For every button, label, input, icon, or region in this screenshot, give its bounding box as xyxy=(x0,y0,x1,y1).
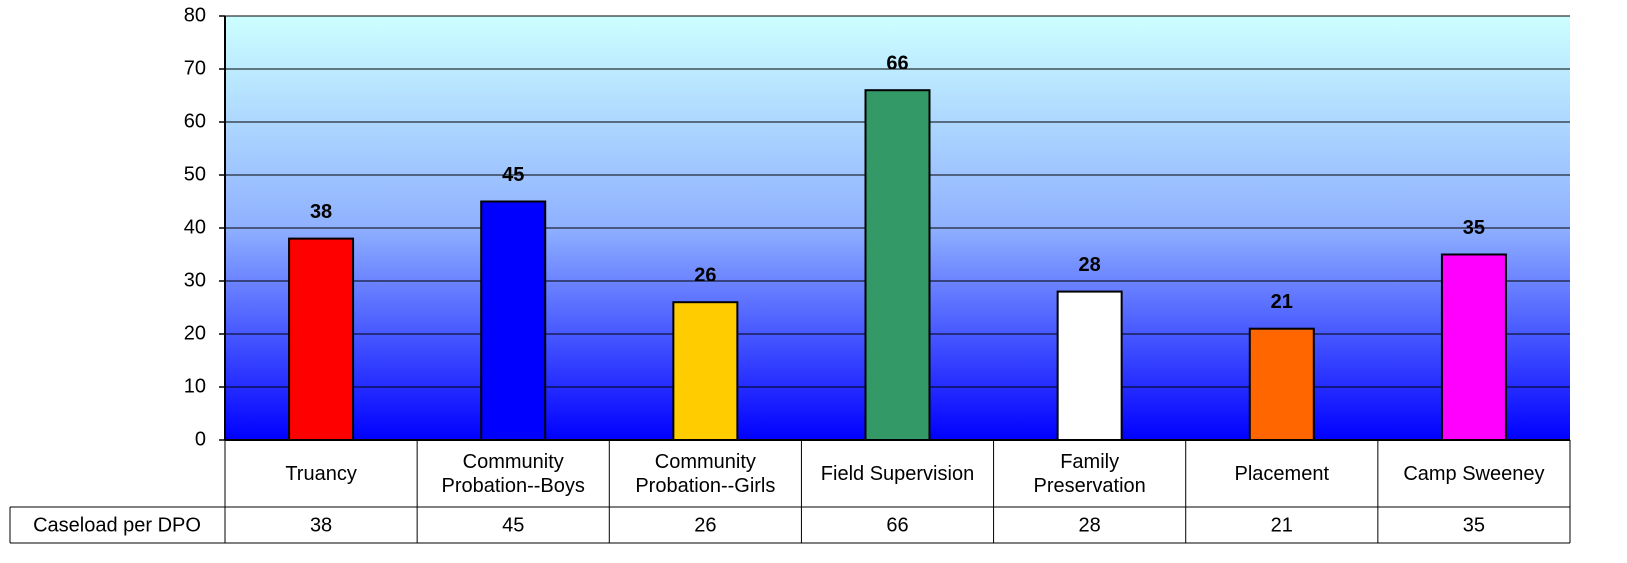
table-value: 66 xyxy=(886,514,908,536)
y-tick-label: 30 xyxy=(184,269,206,291)
bar xyxy=(1248,327,1315,442)
bar xyxy=(288,237,355,441)
y-tick-label: 60 xyxy=(184,110,206,132)
bar xyxy=(864,89,931,441)
x-tick-label: Truancy xyxy=(285,462,357,485)
y-tick-label: 20 xyxy=(184,322,206,344)
data-label: 28 xyxy=(1079,254,1101,276)
table-value: 45 xyxy=(502,514,524,536)
data-label: 45 xyxy=(502,164,524,186)
table-value: 28 xyxy=(1079,514,1101,536)
x-tick-label: Community Probation--Boys xyxy=(441,450,585,497)
table-value: 26 xyxy=(694,514,716,536)
x-tick-label: Community Probation--Girls xyxy=(635,450,776,497)
table-value: 35 xyxy=(1463,514,1485,536)
data-label: 38 xyxy=(310,201,332,223)
table-value: 21 xyxy=(1271,514,1293,536)
data-label: 26 xyxy=(694,264,716,286)
y-tick-label: 10 xyxy=(184,375,206,397)
x-tick-label: Camp Sweeney xyxy=(1403,462,1545,485)
bar xyxy=(1056,290,1123,441)
x-tick-label: Placement xyxy=(1234,462,1330,485)
x-tick-label: Family Preservation xyxy=(1033,450,1146,497)
bar xyxy=(672,301,739,442)
row-label: Caseload per DPO xyxy=(33,514,201,536)
bar xyxy=(1440,253,1507,441)
y-tick-label: 40 xyxy=(184,216,206,238)
y-tick-label: 50 xyxy=(184,163,206,185)
table-value: 38 xyxy=(310,514,332,536)
data-label: 66 xyxy=(886,52,908,74)
x-tick-label: Field Supervision xyxy=(820,462,975,485)
y-tick-label: 80 xyxy=(184,4,206,26)
data-label: 21 xyxy=(1271,291,1293,313)
data-label: 35 xyxy=(1463,217,1485,239)
y-tick-label: 70 xyxy=(184,57,206,79)
y-tick-label: 0 xyxy=(195,428,206,450)
bar xyxy=(480,200,547,441)
